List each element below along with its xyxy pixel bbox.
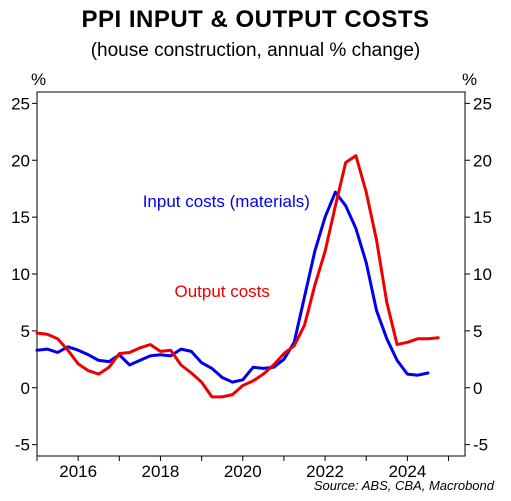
y-tick-label-left: 15: [11, 208, 30, 227]
plot-frame: [36, 91, 466, 457]
y-tick-label-right: 25: [473, 94, 492, 113]
series-line-output-costs: [35, 154, 440, 399]
x-tick-label: 2018: [142, 462, 180, 481]
y-tick-label-left: 10: [11, 265, 30, 284]
chart-title: PPI INPUT & OUTPUT COSTS: [81, 6, 430, 33]
y-tick-label-right: 10: [473, 265, 492, 284]
series-annotation-output-costs: Output costs: [174, 282, 269, 301]
y-tick-label-left: -5: [15, 436, 30, 455]
y-tick-label-right: 15: [473, 208, 492, 227]
y-tick-label-left: 5: [21, 322, 30, 341]
x-tick-label: 2022: [306, 462, 344, 481]
series-annotation-input-costs: Input costs (materials): [143, 192, 310, 211]
y-tick-label-right: -5: [473, 436, 488, 455]
x-tick-label: 2024: [388, 462, 426, 481]
chart-subtitle: (house construction, annual % change): [90, 40, 421, 61]
x-tick-label: 2020: [224, 462, 262, 481]
y-tick-label-left: 0: [21, 379, 30, 398]
series-line-input-costs: [35, 190, 430, 384]
y-tick-label-right: 0: [473, 379, 482, 398]
y-axis-unit-right: %: [462, 70, 478, 89]
source-note: Source: ABS, CBA, Macrobond: [313, 478, 494, 493]
y-tick-label-right: 5: [473, 322, 482, 341]
x-tick-label: 2016: [59, 462, 97, 481]
y-tick-label-right: 20: [473, 151, 492, 170]
y-axis-unit-left: %: [31, 70, 47, 89]
y-tick-label-left: 20: [11, 151, 30, 170]
y-tick-label-left: 25: [11, 94, 30, 113]
